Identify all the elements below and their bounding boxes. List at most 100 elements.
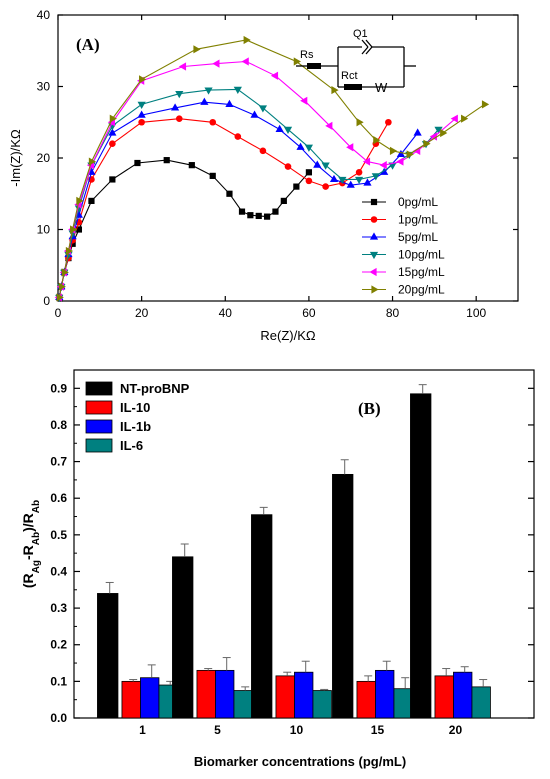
x-tick-label: 100	[466, 306, 486, 320]
bar	[393, 688, 413, 719]
data-point	[373, 136, 381, 145]
bar-ntprobnp-5	[172, 543, 194, 719]
data-point	[209, 172, 216, 179]
data-point	[305, 177, 313, 185]
panel-b-ylabel: (RAg-RAb)/RAb	[20, 500, 42, 588]
data-point	[346, 143, 354, 152]
data-point	[109, 114, 117, 123]
bar-il6-15	[393, 677, 413, 719]
data-point	[250, 110, 259, 118]
legend-label: 5pg/mL	[398, 230, 438, 244]
legend-item: 0pg/mL	[362, 195, 438, 209]
data-point	[238, 208, 246, 215]
data-point	[258, 105, 268, 113]
bar	[434, 675, 454, 719]
legend-item: 15pg/mL	[362, 265, 445, 279]
data-point	[108, 128, 117, 136]
data-point	[109, 176, 116, 183]
data-point	[379, 161, 387, 170]
legend-label: IL-10	[120, 400, 150, 415]
data-point	[193, 45, 201, 54]
data-point	[247, 212, 254, 219]
data-point	[300, 96, 308, 105]
bar-ntprobnp-10	[251, 506, 273, 719]
bar-il6-5	[233, 686, 253, 719]
data-point	[137, 110, 146, 118]
data-point	[321, 162, 330, 170]
legend-item: IL-10	[85, 400, 150, 415]
data-point	[243, 35, 251, 45]
data-point	[259, 147, 267, 155]
data-point	[272, 208, 279, 215]
data-point	[233, 86, 242, 94]
bar-il10-1	[121, 679, 141, 719]
data-point	[429, 132, 437, 141]
x-tick-label: 40	[219, 306, 233, 320]
data-point	[355, 169, 363, 176]
panel-b-bar-chart: 0.00.10.20.30.40.50.60.70.80.91 5 10 15 20 (…	[20, 369, 535, 769]
panel-a-label: (A)	[76, 35, 100, 54]
bar	[356, 680, 376, 719]
data-point	[134, 159, 141, 167]
panel-b-xlabel: Biomarker concentrations (pg/mL)	[194, 754, 406, 769]
q1-cpe-element	[361, 39, 369, 48]
data-point	[226, 190, 233, 197]
x-tick-label: 10	[290, 723, 304, 737]
data-point	[380, 167, 389, 175]
data-point	[406, 150, 414, 159]
data-point	[396, 157, 404, 166]
bar	[375, 669, 395, 719]
x-tick-label: 1	[139, 723, 146, 737]
x-tick-label: 0	[55, 306, 62, 320]
bar	[215, 669, 235, 719]
legend-label: IL-6	[120, 438, 143, 453]
y-tick-label: 0.8	[50, 418, 67, 432]
data-point	[170, 103, 180, 111]
data-point	[369, 267, 377, 277]
data-point	[204, 87, 213, 95]
data-point	[362, 157, 371, 166]
x-tick-label: 5	[214, 723, 221, 737]
legend-item: 20pg/mL	[362, 283, 445, 297]
bar	[97, 593, 119, 719]
legend-label: 20pg/mL	[398, 283, 445, 297]
legend-item: 5pg/mL	[362, 230, 438, 244]
data-point	[56, 293, 64, 302]
series-20pgml	[56, 35, 490, 302]
data-point	[296, 142, 305, 150]
data-point	[293, 57, 301, 66]
data-point	[293, 183, 300, 190]
data-point	[270, 71, 279, 80]
panel-a-series	[54, 35, 490, 303]
bar-il6-20	[471, 679, 491, 719]
x-tick-label: 80	[386, 306, 400, 320]
data-point	[76, 196, 84, 205]
data-point	[241, 57, 249, 66]
data-point	[209, 118, 217, 126]
x-tick-label: 15	[371, 723, 385, 737]
rs-resistor	[307, 63, 321, 69]
bar-il10-20	[434, 668, 454, 719]
bar	[275, 675, 295, 719]
data-point	[212, 59, 220, 68]
bar-ntprobnp-1	[97, 581, 119, 719]
data-point	[423, 139, 431, 148]
data-point	[255, 212, 262, 220]
y-tick-label: 0.7	[50, 455, 67, 469]
equivalent-circuit-inset: Q1 Rs Rct W	[296, 28, 416, 95]
data-point	[188, 162, 195, 169]
bar	[453, 671, 473, 719]
data-point	[331, 85, 339, 95]
rct-resistor	[344, 84, 362, 90]
data-point	[139, 75, 147, 84]
data-point	[338, 176, 347, 185]
bar-il10-5	[196, 668, 216, 719]
bar-il1b-15	[375, 660, 395, 719]
bar	[471, 686, 491, 719]
bar-il1b-1	[140, 664, 160, 719]
y-tick-label: 0.4	[50, 564, 67, 578]
x-tick-label: 60	[302, 306, 316, 320]
panel-a-nyquist-plot: 0 20 40 60 80 100 0 10 20 30 40 (A) Re(Z)/KΩ -Im(Z…	[8, 8, 519, 343]
bar	[312, 690, 332, 719]
data-point	[461, 114, 469, 123]
